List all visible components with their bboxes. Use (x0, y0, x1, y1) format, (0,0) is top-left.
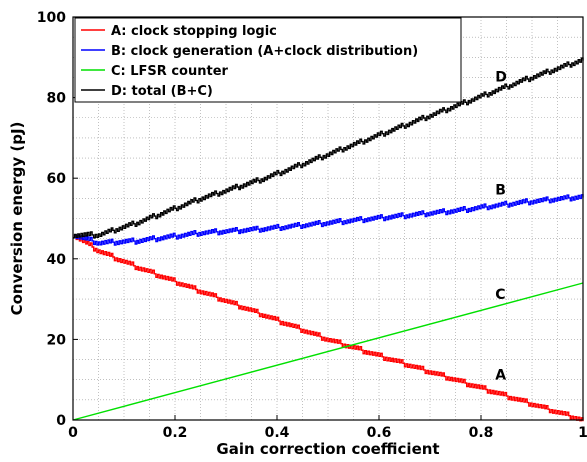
series-line-A (73, 234, 584, 422)
y-tick-label: 0 (56, 413, 66, 429)
y-tick-label: 60 (47, 171, 67, 187)
annotations: D B C A (495, 69, 507, 383)
plot-frame (72, 16, 584, 421)
series-annotation-A: A (495, 368, 506, 384)
legend: A: clock stopping logic B: clock generati… (74, 17, 462, 103)
legend-entry-C: C: LFSR counter (111, 64, 229, 79)
legend-entry-D: D: total (B+C) (111, 84, 213, 99)
y-tick-label: 20 (47, 332, 67, 348)
legend-entry-A: A: clock stopping logic (111, 24, 277, 39)
y-tick-label: 80 (47, 91, 67, 107)
y-tick-label: 40 (47, 252, 67, 268)
x-axis-label: Gain correction coefficient (216, 440, 439, 458)
series-annotation-D: D (495, 69, 507, 85)
y-tick-label: 100 (37, 10, 66, 26)
series-annotation-B: B (495, 182, 506, 198)
ticks: 0 0.2 0.4 0.6 0.8 1 0 20 40 60 80 100 (37, 10, 587, 441)
legend-entry-B: B: clock generation (A+clock distributio… (111, 44, 418, 59)
x-tick-label: 0.2 (163, 425, 188, 441)
x-tick-label: 0.8 (469, 425, 494, 441)
series-annotation-C: C (495, 287, 505, 303)
x-tick-label: 0.4 (265, 425, 290, 441)
series-line-B (73, 194, 584, 246)
series-layer (72, 57, 584, 422)
series-line-C (72, 282, 584, 421)
y-axis-label: Conversion energy (pJ) (8, 122, 26, 316)
legend-box (74, 17, 462, 103)
x-tick-label: 1 (578, 425, 587, 441)
x-tick-label: 0.6 (367, 425, 392, 441)
x-tick-label: 0 (68, 425, 78, 441)
series-line-D (73, 57, 584, 239)
